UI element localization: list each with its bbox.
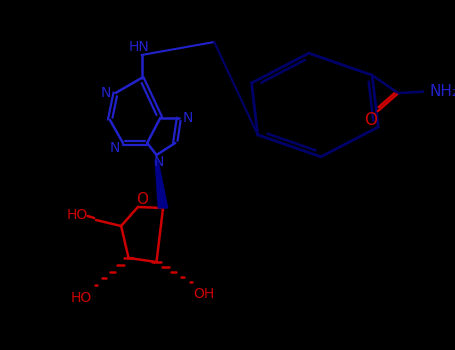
Text: N: N: [101, 86, 111, 100]
Polygon shape: [155, 160, 168, 208]
Text: O: O: [364, 111, 377, 129]
Text: HO: HO: [71, 291, 91, 305]
Text: HO: HO: [67, 208, 88, 222]
Text: NH₂: NH₂: [430, 84, 455, 99]
Text: OH: OH: [193, 287, 215, 301]
Text: O: O: [136, 191, 148, 206]
Text: N: N: [109, 141, 120, 155]
Text: HN: HN: [128, 40, 149, 54]
Text: N: N: [183, 111, 193, 125]
Text: N: N: [154, 155, 165, 169]
